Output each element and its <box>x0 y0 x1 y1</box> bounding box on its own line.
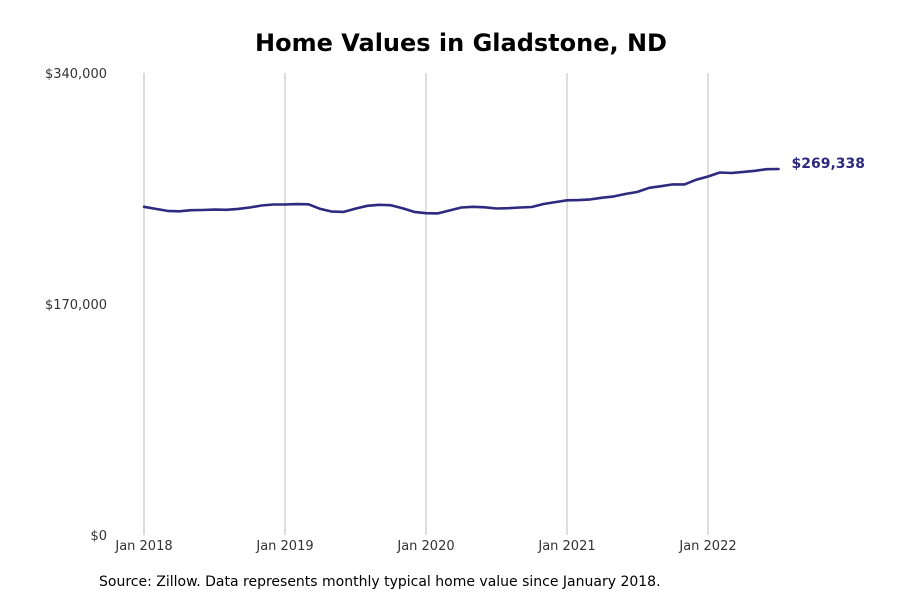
series-line <box>142 167 780 215</box>
x-tick-label: Jan 2020 <box>396 539 454 554</box>
source-note: Source: Zillow. Data represents monthly … <box>99 574 661 590</box>
y-tick-label: $170,000 <box>45 298 107 313</box>
y-tick-label: $0 <box>90 529 107 544</box>
x-axis-ticks: Jan 2018 Jan 2019 Jan 2020 Jan 2021 Jan 2022 <box>114 539 736 554</box>
y-axis-ticks: $0 $170,000 $340,000 <box>45 67 107 544</box>
x-tick-label: Jan 2018 <box>114 539 172 554</box>
x-tick-label: Jan 2021 <box>537 539 595 554</box>
chart-title: Home Values in Gladstone, ND <box>255 29 667 57</box>
x-tick-label: Jan 2022 <box>678 539 736 554</box>
x-tick-label: Jan 2019 <box>255 539 313 554</box>
end-value-label: $269,338 <box>792 156 866 172</box>
grid-lines <box>143 73 709 535</box>
y-tick-label: $340,000 <box>45 67 107 82</box>
series-group <box>142 167 780 215</box>
